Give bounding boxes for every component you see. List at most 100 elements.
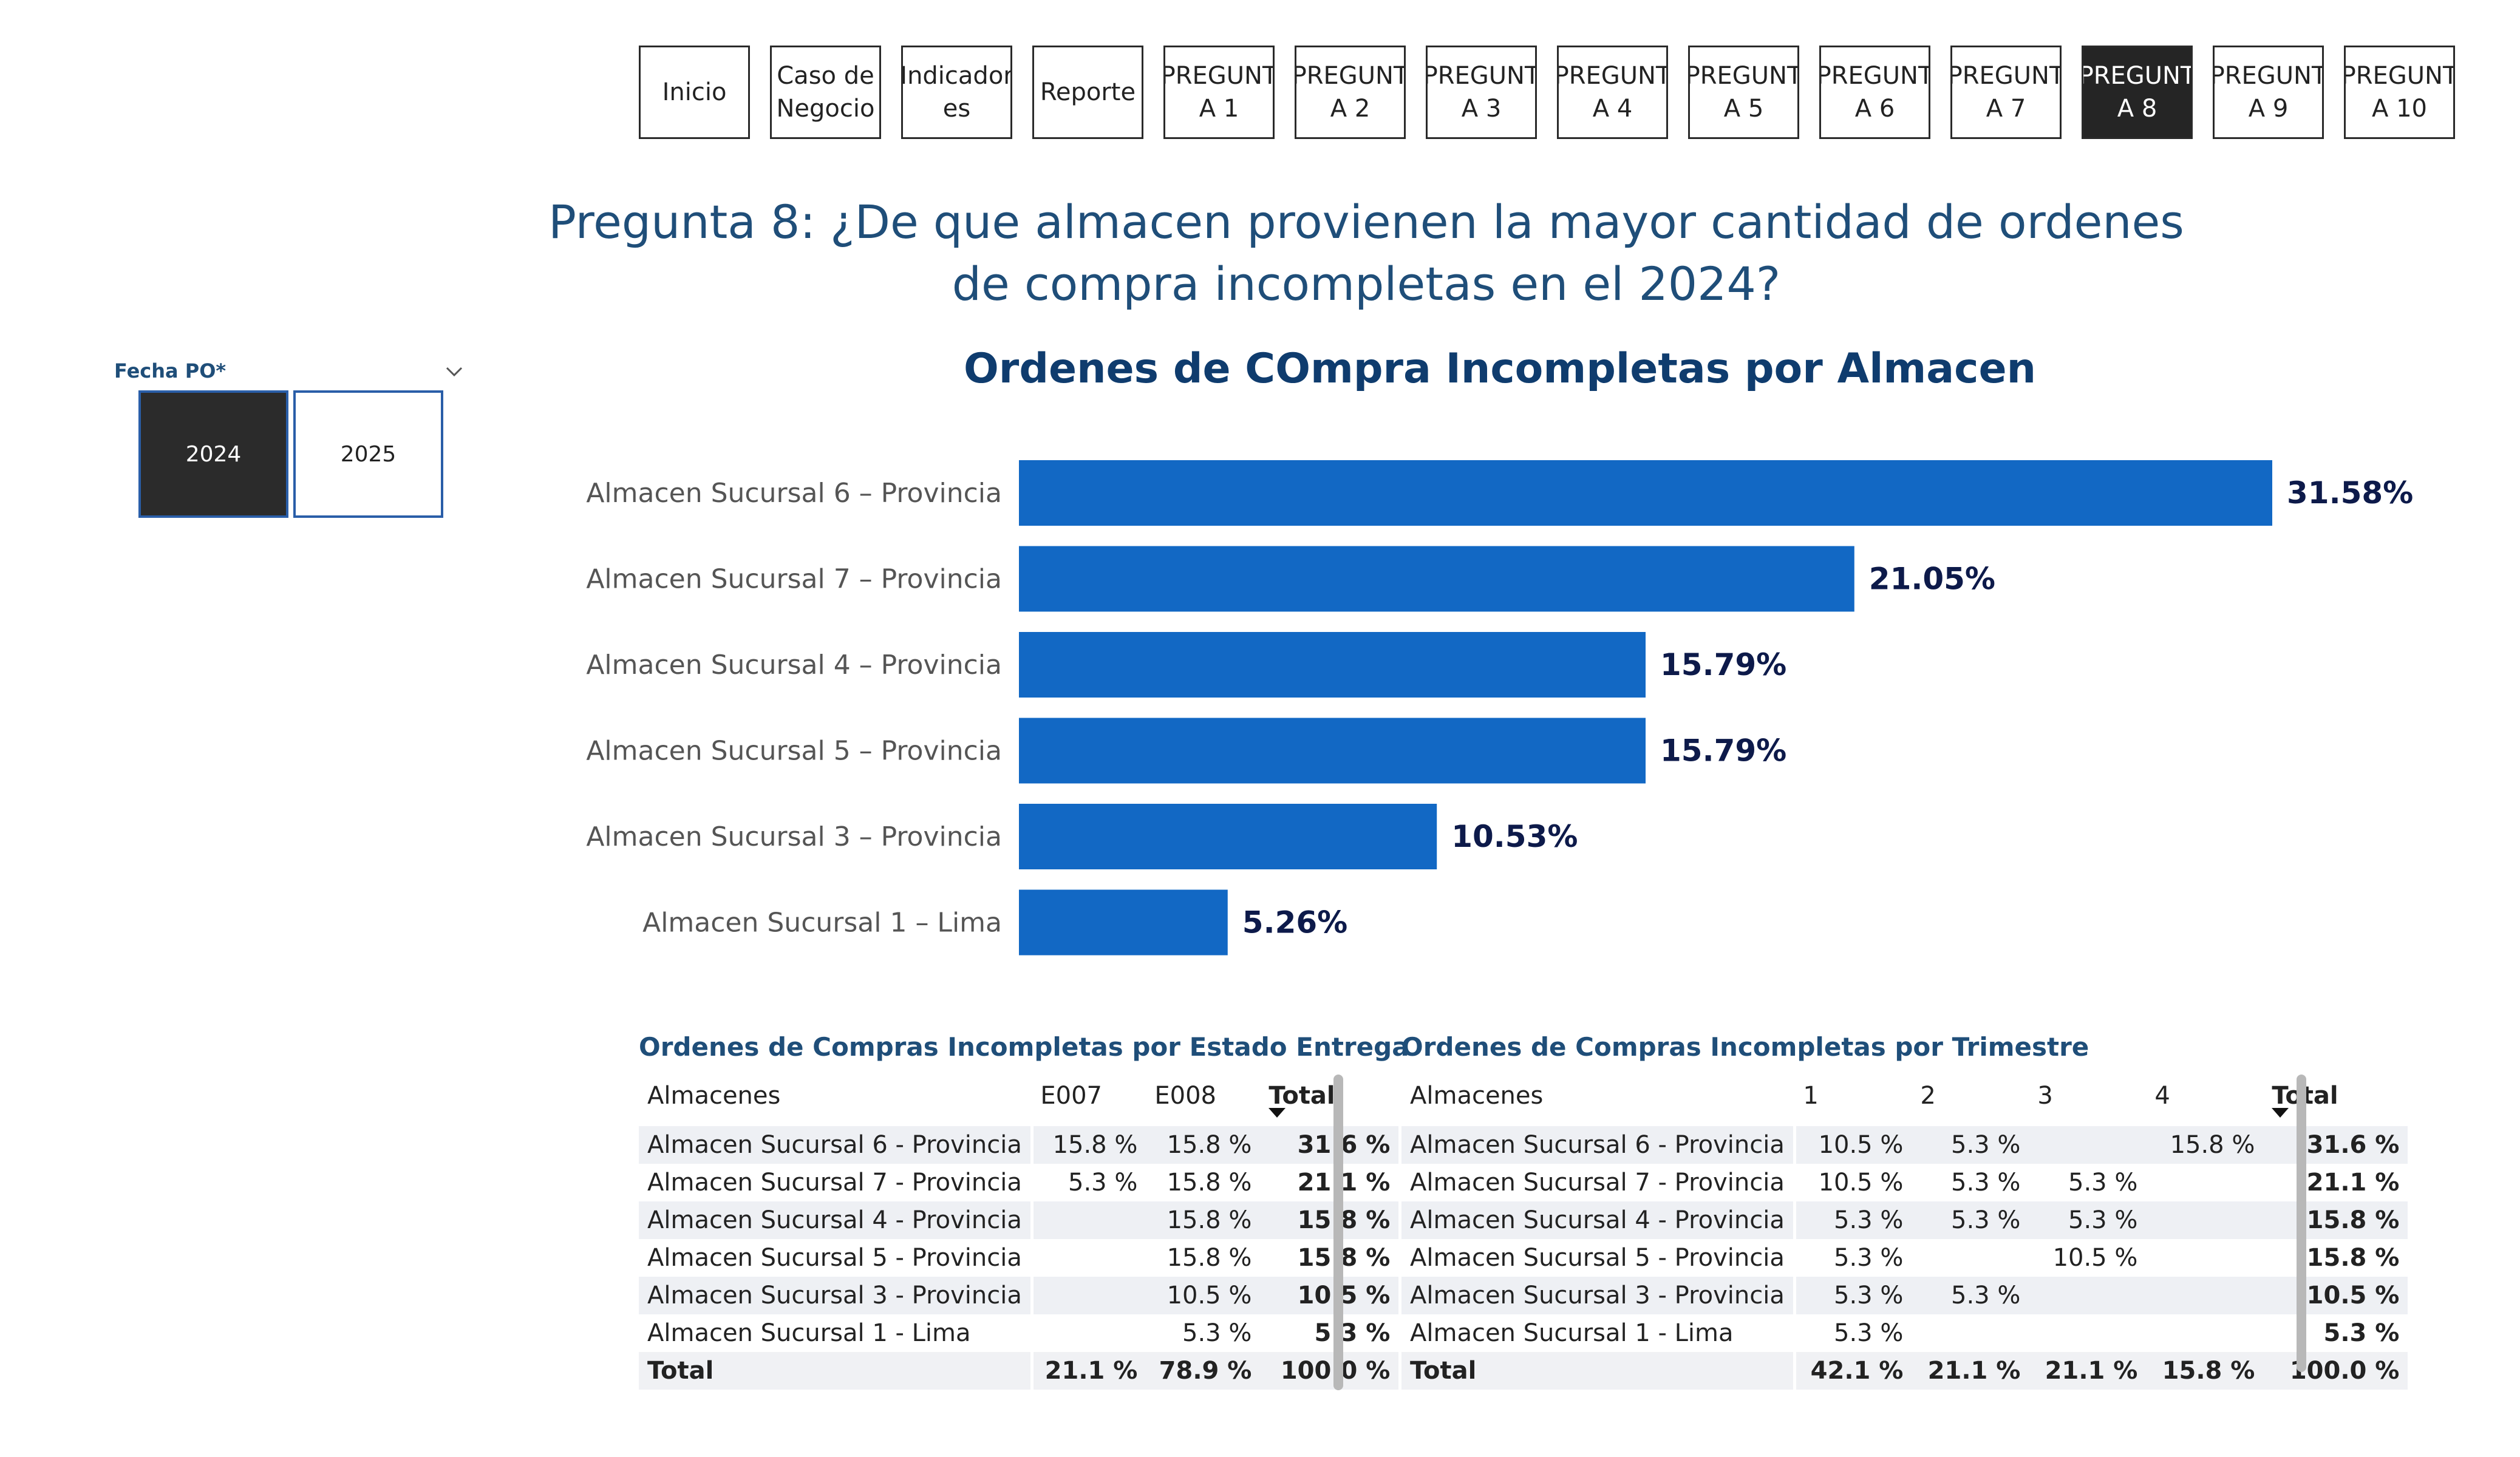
data-label: 21.05%: [1869, 562, 1995, 597]
table-cell: Almacen Sucursal 5 - Provincia: [639, 1239, 1034, 1277]
slicer-option-2024[interactable]: 2024: [138, 390, 288, 518]
table-cell: Almacen Sucursal 4 - Provincia: [639, 1201, 1034, 1239]
table-cell: Total: [639, 1352, 1034, 1390]
nav-button-1[interactable]: Inicio: [639, 46, 750, 139]
category-label: Almacen Sucursal 1 – Lima: [642, 908, 1002, 939]
table-cell: 5.3 %: [1951, 1169, 2021, 1197]
table-cell: 5.3 %: [2068, 1169, 2138, 1197]
table-row[interactable]: Almacen Sucursal 7 - Provincia 10.5 % 5.3 …: [1401, 1164, 2408, 1201]
category-label: Almacen Sucursal 7 – Provincia: [586, 564, 1002, 595]
column-header[interactable]: Almacenes: [1410, 1082, 1544, 1110]
nav-button-6[interactable]: PREGUNT A 2: [1295, 46, 1406, 139]
category-label: Almacen Sucursal 6 – Provincia: [586, 478, 1002, 509]
table-cell: 15.8 %: [2306, 1244, 2400, 1272]
table-trimestre-scrollbar[interactable]: [2297, 1075, 2306, 1372]
table-cell: 21.1 %: [1912, 1352, 2029, 1390]
table-cell: 21.1 %: [1032, 1352, 1146, 1390]
table-cell: 15.8 %: [2263, 1201, 2408, 1239]
table-cell: Almacen Sucursal 4 - Provincia: [1401, 1201, 1796, 1239]
nav-button-9[interactable]: PREGUNT A 5: [1688, 46, 1799, 139]
table-cell: 21.1 %: [2306, 1169, 2400, 1197]
column-header[interactable]: 4: [2154, 1082, 2170, 1110]
column-header[interactable]: 3: [2037, 1082, 2053, 1110]
table-cell: 15.8 %: [1297, 1244, 1391, 1272]
column-header[interactable]: E008: [1154, 1082, 1216, 1110]
table-cell: 15.8 %: [1166, 1244, 1252, 1272]
table-estado-scrollbar[interactable]: [1333, 1075, 1343, 1390]
column-header[interactable]: Almacenes: [647, 1082, 781, 1110]
table-row[interactable]: Almacen Sucursal 1 - Lima 5.3 % 5.3 %: [1401, 1314, 2408, 1352]
table-cell: Almacen Sucursal 6 - Provincia: [639, 1126, 1034, 1164]
table-row[interactable]: Almacen Sucursal 5 - Provincia 15.8 % 15.8…: [639, 1239, 1398, 1277]
table-row[interactable]: Almacen Sucursal 1 - Lima 5.3 % 5.3 %: [639, 1314, 1398, 1352]
table-row[interactable]: Almacen Sucursal 6 - Provincia 15.8 % 15.8…: [639, 1126, 1399, 1164]
table-cell: 15.8 %: [2146, 1352, 2264, 1390]
bar[interactable]: [1019, 460, 2272, 526]
total-row[interactable]: Total 42.1 % 21.1 % 21.1 % 15.8 % 100.0 %: [1401, 1352, 2408, 1390]
nav-button-13[interactable]: PREGUNT A 9: [2213, 46, 2324, 139]
nav-button-14[interactable]: PREGUNT A 10: [2344, 46, 2455, 139]
column-header[interactable]: 2: [1920, 1082, 1936, 1110]
page-title: Pregunta 8: ¿De que almacen provienen la…: [548, 195, 2184, 311]
bar[interactable]: [1019, 889, 1228, 956]
table-cell: Almacen Sucursal 3 - Provincia: [1401, 1277, 1796, 1314]
table-cell: 10.5 %: [1260, 1277, 1399, 1314]
table-cell: 5.3 %: [1068, 1169, 1138, 1197]
table-cell: 10.5 %: [1794, 1126, 1912, 1164]
table-cell: [2029, 1314, 2146, 1352]
table-cell: 78.9 %: [1146, 1352, 1261, 1390]
column-header[interactable]: 1: [1803, 1082, 1819, 1110]
table-cell: [1032, 1277, 1146, 1314]
table-cell: 5.3 %: [2029, 1201, 2147, 1239]
nav-button-7[interactable]: PREGUNT A 3: [1426, 46, 1537, 139]
table-row[interactable]: Almacen Sucursal 6 - Provincia 10.5 % 5.3 …: [1401, 1126, 2408, 1164]
nav-button-11[interactable]: PREGUNT A 7: [1950, 46, 2062, 139]
table-estado: Almacenes E007 E008 Total Almacen Sucursal 6…: [639, 1065, 1399, 1390]
table-cell: 5.3 %: [1912, 1277, 2029, 1314]
bar[interactable]: [1019, 804, 1437, 869]
table-cell: 5.3 %: [1794, 1201, 1912, 1239]
table-cell: Almacen Sucursal 1 - Lima: [1401, 1314, 1796, 1352]
column-header[interactable]: E007: [1040, 1082, 1102, 1110]
table-estado-title: Ordenes de Compras Incompletas por Estad…: [639, 1032, 1409, 1062]
table-row[interactable]: Almacen Sucursal 7 - Provincia 5.3 % 15.8 …: [639, 1164, 1398, 1201]
table-row[interactable]: Almacen Sucursal 4 - Provincia 15.8 % 15.8…: [639, 1201, 1399, 1239]
table-row[interactable]: Almacen Sucursal 5 - Provincia 5.3 % 10.5 …: [1401, 1239, 2408, 1277]
table-cell: 42.1 %: [1794, 1352, 1912, 1390]
nav-button-2[interactable]: Caso de Negocio: [770, 46, 881, 139]
nav-button-4[interactable]: Reporte: [1032, 46, 1143, 139]
table-row[interactable]: Almacen Sucursal 3 - Provincia 10.5 % 10.5…: [639, 1277, 1399, 1314]
table-cell: [2146, 1239, 2263, 1277]
nav-button-12[interactable]: PREGUNT A 8: [2082, 46, 2193, 139]
table-row[interactable]: Almacen Sucursal 4 - Provincia 5.3 % 5.3 %…: [1401, 1201, 2408, 1239]
table-cell: Almacen Sucursal 5 - Provincia: [1401, 1239, 1796, 1277]
slicer-option-2025[interactable]: 2025: [293, 390, 443, 518]
table-cell: 5.3 %: [1912, 1126, 2029, 1164]
table-cell: Almacen Sucursal 6 - Provincia: [1401, 1126, 1796, 1164]
nav-button-8[interactable]: PREGUNT A 4: [1557, 46, 1668, 139]
category-label: Almacen Sucursal 5 – Provincia: [586, 736, 1002, 767]
nav-button-10[interactable]: PREGUNT A 6: [1819, 46, 1930, 139]
table-row[interactable]: Almacen Sucursal 3 - Provincia 5.3 % 5.3 %…: [1401, 1277, 2408, 1314]
category-label: Almacen Sucursal 4 – Provincia: [586, 650, 1002, 681]
total-row[interactable]: Total 21.1 % 78.9 % 100.0 %: [639, 1352, 1399, 1390]
nav-button-3[interactable]: Indicador es: [901, 46, 1012, 139]
table-cell: 15.8 %: [1260, 1201, 1399, 1239]
table-cell: [2146, 1201, 2264, 1239]
table-cell: 15.8 %: [1146, 1201, 1261, 1239]
table-cell: [2146, 1314, 2263, 1352]
table-trimestre: Almacenes1234TotalAlmacen Sucursal 6 - P…: [1401, 1065, 2408, 1390]
column-header[interactable]: Total: [2263, 1065, 2408, 1126]
chevron-down-icon[interactable]: [442, 359, 466, 384]
bar[interactable]: [1019, 632, 1646, 698]
column-header[interactable]: Total: [1260, 1065, 1398, 1126]
bar[interactable]: [1019, 546, 1854, 612]
bar[interactable]: [1019, 718, 1646, 784]
table-cell: [1032, 1314, 1146, 1352]
table-cell: [1032, 1201, 1146, 1239]
table-cell: 10.5 %: [2263, 1277, 2408, 1314]
nav-button-5[interactable]: PREGUNT A 1: [1163, 46, 1275, 139]
table-cell: 15.8 %: [1146, 1126, 1261, 1164]
page-navigation: Inicio Caso de Negocio Indicador es Reporte…: [639, 46, 2455, 141]
table-cell: 5.3 %: [2323, 1319, 2400, 1347]
